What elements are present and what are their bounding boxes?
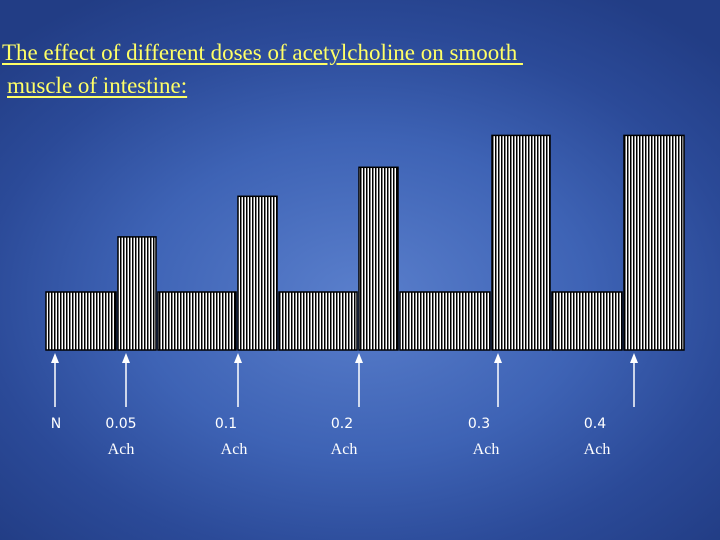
peak-bar-0.1 bbox=[237, 195, 278, 351]
dose-arrows bbox=[51, 353, 638, 407]
baseline-segment-3 bbox=[399, 291, 491, 351]
peak-bar-0.3 bbox=[491, 134, 551, 351]
dose-arrow-0.3 bbox=[494, 353, 502, 407]
dose-arrow-0.4 bbox=[630, 353, 638, 407]
dose-label-3: 0.2 bbox=[330, 416, 354, 432]
agent-label-2: Ach bbox=[220, 441, 248, 458]
agent-label-3: Ach bbox=[330, 441, 358, 458]
dose-label-1: 0.05 bbox=[105, 416, 137, 432]
slide-title: The effect of different doses of acetylc… bbox=[2, 36, 717, 102]
dose-arrow-N bbox=[51, 353, 59, 407]
peak-bar-0.05 bbox=[117, 236, 157, 351]
baseline-segment-4 bbox=[551, 291, 623, 351]
title-line-2: muscle of intestine: bbox=[7, 73, 188, 98]
peak-bar-0.2 bbox=[358, 166, 399, 351]
title-line-1: The effect of different doses of acetylc… bbox=[2, 40, 523, 65]
peak-bar-0.4 bbox=[623, 134, 685, 351]
dose-label-0: N bbox=[50, 416, 62, 432]
baseline-segment-1 bbox=[157, 291, 237, 351]
trace-bars bbox=[45, 134, 685, 351]
dose-label-5: 0.4 bbox=[583, 416, 607, 432]
dose-label-4: 0.3 bbox=[467, 416, 491, 432]
dose-arrow-0.1 bbox=[234, 353, 242, 407]
dose-label-2: 0.1 bbox=[214, 416, 238, 432]
agent-label-1: Ach bbox=[107, 441, 135, 458]
agent-label-4: Ach bbox=[472, 441, 500, 458]
dose-arrow-0.2 bbox=[355, 353, 363, 407]
dose-arrow-0.05 bbox=[122, 353, 130, 407]
agent-label-5: Ach bbox=[583, 441, 611, 458]
baseline-segment-2 bbox=[278, 291, 358, 351]
baseline-segment-0 bbox=[45, 291, 117, 351]
